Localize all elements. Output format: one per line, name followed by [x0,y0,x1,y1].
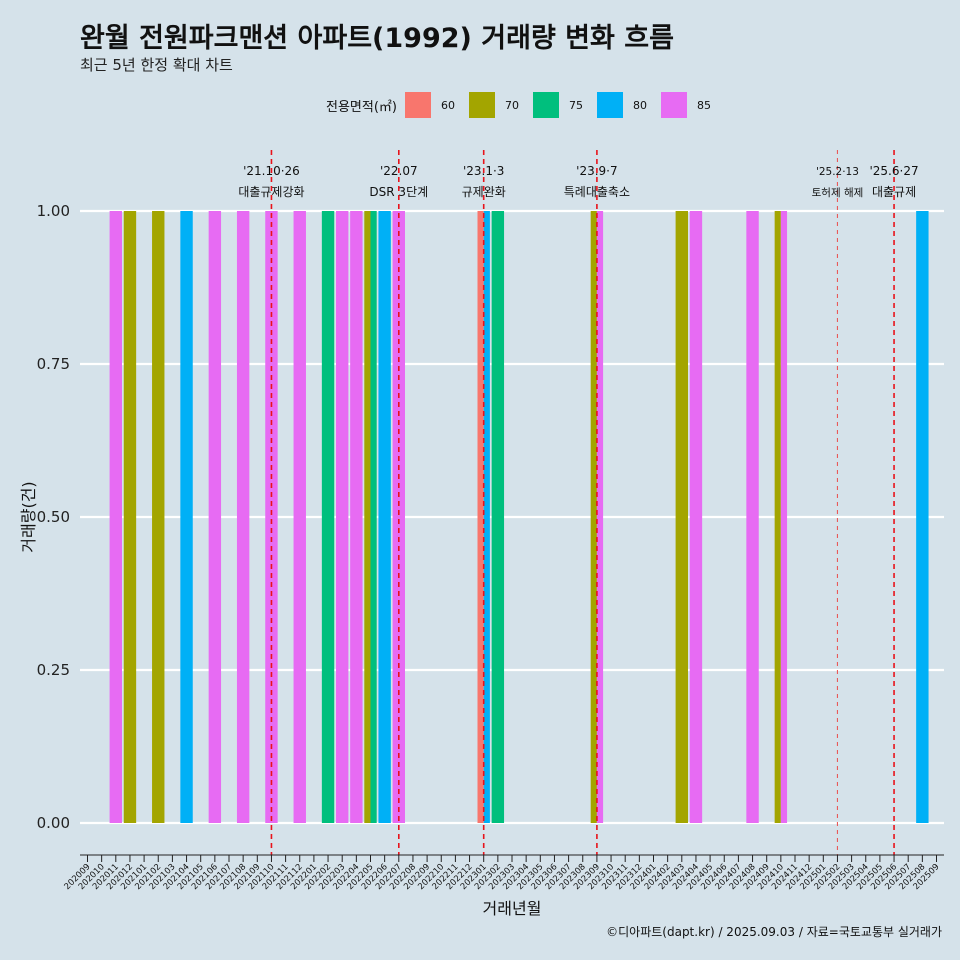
bar-202309-85 [596,211,604,823]
bar-202404-85 [689,211,703,823]
event-label-202502: 토허제 해제 [812,186,864,199]
source-caption: ©디아파트(dapt.kr) / 2025.09.03 / 자료=국토교통부 실… [606,925,942,939]
y-tick-label: 0.75 [37,355,70,373]
chart-subtitle: 최근 5년 한정 확대 차트 [80,56,233,74]
event-label-202506: 대출규제 [872,185,916,199]
y-tick-label: 0.00 [37,814,70,832]
event-date-202207: '22.07 [380,164,418,178]
legend-swatch-85 [660,92,687,118]
y-tick-label: 0.50 [37,508,70,526]
legend-swatch-70 [468,92,495,118]
bar-202110-85 [265,211,278,823]
bar-202403-70 [675,211,688,823]
event-date-202301: '23.1·3 [463,164,504,178]
legend-swatch-60 [404,92,431,118]
bar-202102-70 [152,211,165,823]
event-label-202309: 특례대출축소 [564,185,630,199]
legend-swatch-75 [532,92,559,118]
legend-label-70: 70 [504,98,519,112]
bar-202301-60 [477,211,484,823]
legend: 전용면적(㎡) 60 70 75 80 85 [326,92,725,118]
event-label-202301: 규제완화 [462,185,506,199]
y-tick-label: 1.00 [37,202,70,220]
bar-202410-70 [774,211,781,823]
bar-202207-85 [392,211,405,823]
legend-label-85: 85 [696,98,711,112]
legend-label-80: 80 [632,98,647,112]
event-date-202502: '25.2·13 [816,166,859,178]
event-date-202506: '25.6·27 [869,164,918,178]
legend-item-80: 80 [596,92,653,118]
legend-item-75: 75 [532,92,589,118]
bar-202112-85 [293,211,306,823]
legend-swatch-80 [596,92,623,118]
bar-202410-85 [780,211,788,823]
bar-202106-85 [208,211,222,823]
bar-202202-75 [321,211,335,823]
bar-202204-85 [350,211,363,823]
chart-title: 완월 전원파크맨션 아파트(1992) 거래량 변화 흐름 [80,23,674,54]
bar-202012-70 [123,211,137,823]
legend-label-75: 75 [568,98,583,112]
event-date-202110: '21.10·26 [243,164,300,178]
bar-202011-85 [109,211,122,823]
bar-202508-80 [916,211,929,823]
bar-202104-80 [180,211,193,823]
bar-202309-70 [590,211,597,823]
legend-item-70: 70 [468,92,525,118]
bar-202301-80 [483,211,490,823]
legend-item-85: 85 [660,92,717,118]
y-tick-label: 0.25 [37,661,70,679]
y-axis-title: 거래량(건) [19,481,38,552]
bar-202205-75 [370,211,377,823]
event-date-202309: '23.9·7 [576,164,617,178]
bar-202203-85 [336,211,349,823]
event-label-202110: 대출규제강화 [238,185,304,199]
legend-label-60: 60 [440,98,455,112]
event-label-202207: DSR 3단계 [369,185,428,199]
bar-202408-85 [746,211,759,823]
legend-title: 전용면적(㎡) [326,99,397,115]
x-axis-title: 거래년월 [483,899,542,918]
bar-202205-70 [364,211,371,823]
bar-202206-80 [378,211,391,823]
legend-item-60: 60 [404,92,461,118]
bar-202108-85 [236,211,250,823]
bar-202302-75 [491,211,505,823]
